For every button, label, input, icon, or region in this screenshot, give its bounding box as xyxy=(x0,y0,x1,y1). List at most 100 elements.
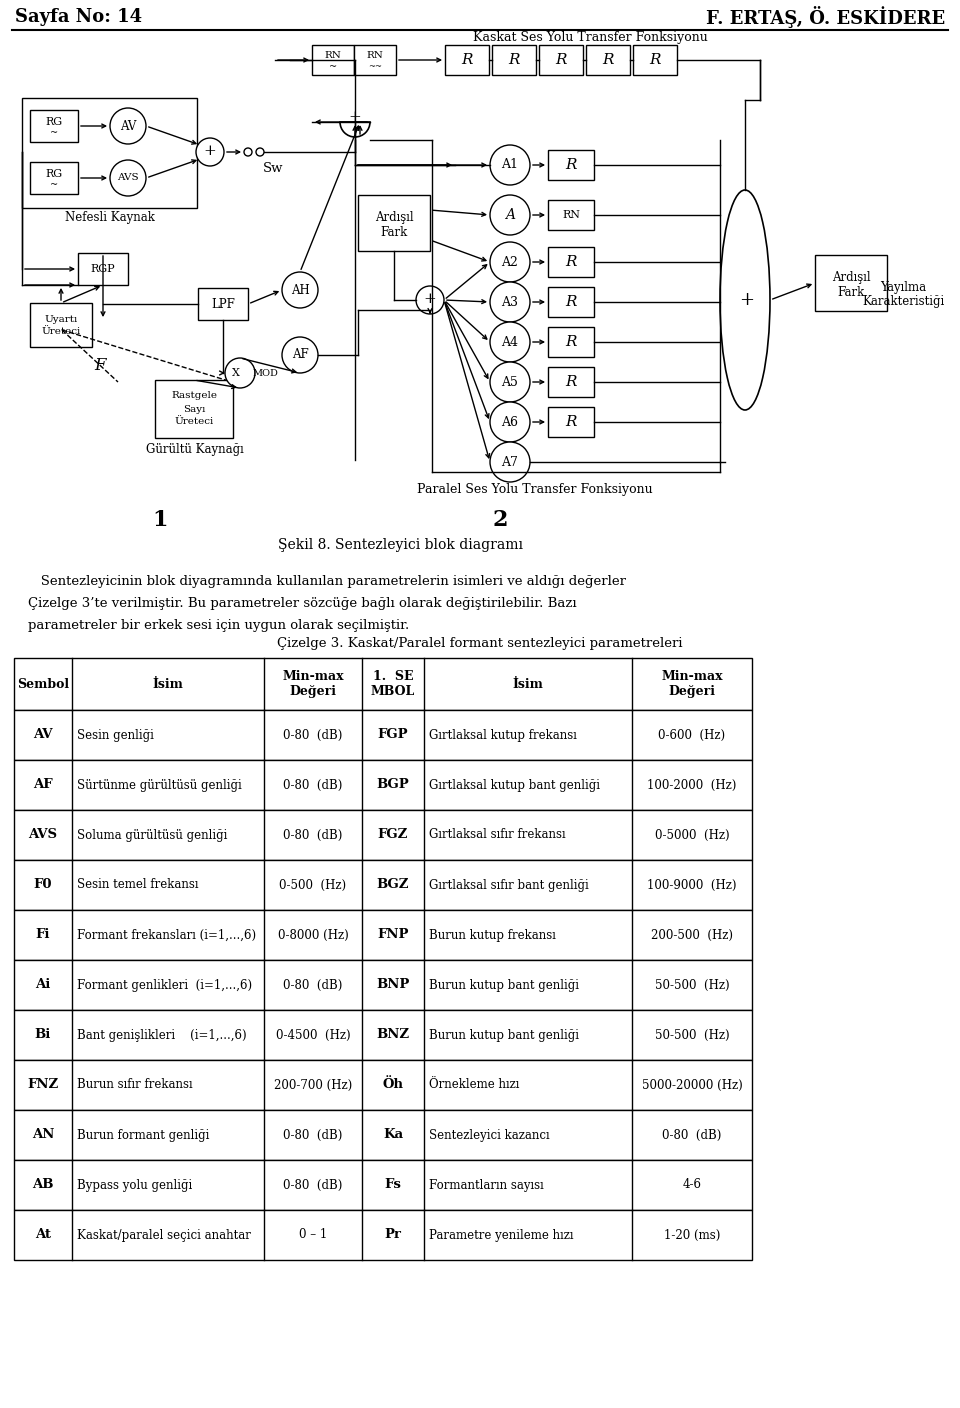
Bar xyxy=(14,960,752,1010)
Circle shape xyxy=(490,362,530,403)
Bar xyxy=(14,1110,752,1160)
Text: Gırtlaksal sıfır frekansı: Gırtlaksal sıfır frekansı xyxy=(429,828,565,842)
Text: ~: ~ xyxy=(329,62,337,72)
Text: BNP: BNP xyxy=(376,979,410,991)
Ellipse shape xyxy=(720,190,770,410)
Bar xyxy=(14,760,752,810)
Text: Çizelge 3. Kaskat/Paralel formant sentezleyici parametreleri: Çizelge 3. Kaskat/Paralel formant sentez… xyxy=(277,636,683,649)
Circle shape xyxy=(110,108,146,144)
Text: 100-2000  (Hz): 100-2000 (Hz) xyxy=(647,779,736,791)
Text: Burun formant genliği: Burun formant genliği xyxy=(77,1128,209,1142)
Bar xyxy=(30,162,78,194)
Text: Ka: Ka xyxy=(383,1128,403,1142)
Text: A3: A3 xyxy=(501,296,518,308)
Circle shape xyxy=(282,272,318,308)
Text: A2: A2 xyxy=(501,255,518,269)
Text: RG: RG xyxy=(45,169,62,179)
Text: RN: RN xyxy=(324,52,342,61)
Text: FNZ: FNZ xyxy=(28,1079,59,1091)
Text: Ardışıl: Ardışıl xyxy=(831,270,871,283)
Bar xyxy=(14,860,752,910)
Text: Pr: Pr xyxy=(385,1229,401,1242)
Text: F: F xyxy=(94,356,106,373)
Text: R: R xyxy=(461,54,472,68)
Bar xyxy=(548,200,594,230)
Text: 0-80  (dB): 0-80 (dB) xyxy=(283,728,343,742)
Circle shape xyxy=(490,145,530,184)
Text: İsim: İsim xyxy=(153,677,183,690)
Text: 0-80  (dB): 0-80 (dB) xyxy=(662,1128,722,1142)
Text: R: R xyxy=(565,296,577,308)
Text: Öh: Öh xyxy=(382,1079,403,1091)
Text: Gırtlaksal kutup bant genliği: Gırtlaksal kutup bant genliği xyxy=(429,779,600,791)
Text: A7: A7 xyxy=(501,456,518,469)
Text: 1.  SE
MBOL: 1. SE MBOL xyxy=(371,670,415,698)
Circle shape xyxy=(490,242,530,282)
Text: AF: AF xyxy=(292,349,308,362)
Text: Nefesli Kaynak: Nefesli Kaynak xyxy=(65,211,155,224)
Text: Sw: Sw xyxy=(263,162,283,175)
Circle shape xyxy=(490,322,530,362)
Text: Formantların sayısı: Formantların sayısı xyxy=(429,1178,543,1191)
Bar xyxy=(312,45,354,75)
Text: Uyartı: Uyartı xyxy=(44,314,78,324)
Text: R: R xyxy=(565,158,577,172)
Circle shape xyxy=(490,194,530,235)
Text: Bypass yolu genliği: Bypass yolu genliği xyxy=(77,1178,192,1191)
Text: Rastgele: Rastgele xyxy=(171,391,217,400)
Text: BNZ: BNZ xyxy=(376,1028,410,1042)
Text: 50-500  (Hz): 50-500 (Hz) xyxy=(655,1028,730,1042)
Text: +: + xyxy=(348,110,361,124)
Text: Gırtlaksal sıfır bant genliği: Gırtlaksal sıfır bant genliği xyxy=(429,879,588,891)
Bar xyxy=(586,45,630,75)
Text: Yayılma: Yayılma xyxy=(880,282,926,294)
Bar xyxy=(30,110,78,142)
Text: AVS: AVS xyxy=(117,173,139,183)
Bar xyxy=(78,253,128,284)
Text: +: + xyxy=(739,291,755,308)
Text: 0-80  (dB): 0-80 (dB) xyxy=(283,1178,343,1191)
Text: +: + xyxy=(204,144,216,158)
Bar xyxy=(445,45,489,75)
Bar xyxy=(548,151,594,180)
Bar xyxy=(539,45,583,75)
Text: 200-700 (Hz): 200-700 (Hz) xyxy=(274,1079,352,1091)
Bar xyxy=(815,255,887,311)
Bar xyxy=(14,1060,752,1110)
Text: Fi: Fi xyxy=(36,928,50,942)
Text: 1-20 (ms): 1-20 (ms) xyxy=(663,1229,720,1242)
Text: Karakteristiği: Karakteristiği xyxy=(862,296,944,308)
Text: RGP: RGP xyxy=(90,265,115,275)
Text: LPF: LPF xyxy=(211,297,235,311)
Circle shape xyxy=(282,337,318,373)
Text: R: R xyxy=(565,375,577,389)
Text: Ai: Ai xyxy=(36,979,51,991)
Text: Kaskat Ses Yolu Transfer Fonksiyonu: Kaskat Ses Yolu Transfer Fonksiyonu xyxy=(472,31,708,45)
Text: Sembol: Sembol xyxy=(17,677,69,690)
Text: Sayı: Sayı xyxy=(182,404,205,414)
Text: FGZ: FGZ xyxy=(378,828,408,842)
Circle shape xyxy=(490,403,530,442)
Bar xyxy=(548,367,594,397)
Circle shape xyxy=(490,282,530,322)
Circle shape xyxy=(196,138,224,166)
Text: A6: A6 xyxy=(501,415,518,428)
Text: R: R xyxy=(565,255,577,269)
Text: Bant genişlikleri    (i=1,...,6): Bant genişlikleri (i=1,...,6) xyxy=(77,1028,247,1042)
Text: AV: AV xyxy=(120,120,136,132)
Bar xyxy=(492,45,536,75)
Text: Soluma gürültüsü genliği: Soluma gürültüsü genliği xyxy=(77,828,228,842)
Text: RN: RN xyxy=(367,52,383,61)
Text: Fark: Fark xyxy=(837,286,865,298)
Text: AN: AN xyxy=(32,1128,54,1142)
Bar xyxy=(548,407,594,436)
Text: RG: RG xyxy=(45,117,62,127)
Text: İsim: İsim xyxy=(513,677,543,690)
Text: Bi: Bi xyxy=(35,1028,51,1042)
Text: 0-600  (Hz): 0-600 (Hz) xyxy=(659,728,726,742)
Bar xyxy=(30,303,92,346)
Text: Sayfa No: 14: Sayfa No: 14 xyxy=(15,8,142,25)
Bar xyxy=(198,289,248,320)
Text: Örnekleme hızı: Örnekleme hızı xyxy=(429,1079,519,1091)
Text: Formant frekansları (i=1,...,6): Formant frekansları (i=1,...,6) xyxy=(77,928,256,942)
